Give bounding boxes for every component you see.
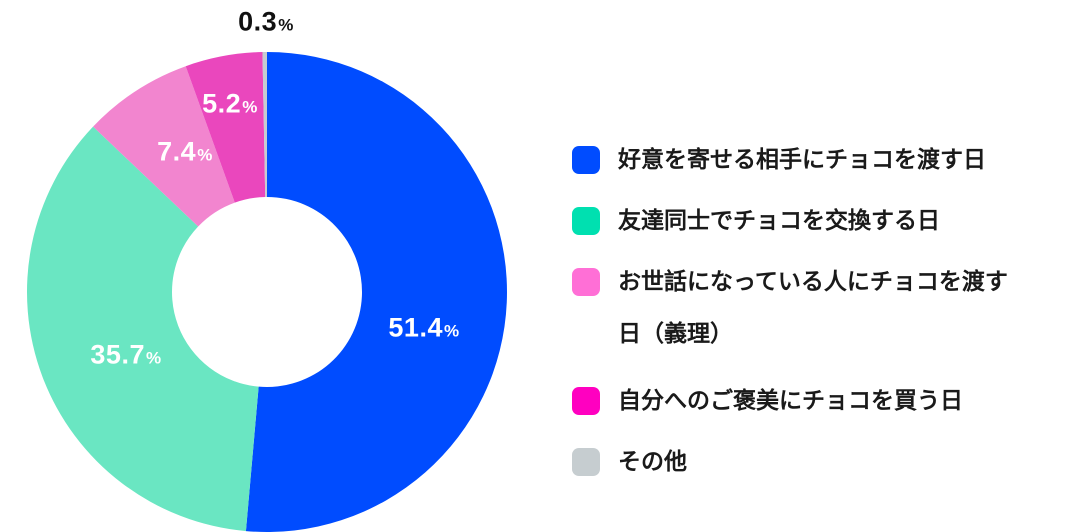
legend-item: その他 [572, 442, 1052, 482]
donut-slice [245, 52, 507, 532]
legend-label: 友達同士でチョコを交換する日 [618, 208, 940, 234]
legend-label: 自分へのご褒美にチョコを買う日 [618, 388, 963, 414]
slice-label-3: 5.2% [202, 88, 258, 119]
donut-slice [262, 52, 267, 198]
legend-swatch [572, 207, 600, 235]
legend-swatch [572, 448, 600, 476]
legend-item: 自分へのご褒美にチョコを買う日 [572, 381, 1052, 421]
legend-label: お世話になっている人にチョコを渡す日（義理） [618, 269, 1008, 347]
legend-item: 友達同士でチョコを交換する日 [572, 201, 1052, 241]
slice-label-1: 35.7% [90, 339, 162, 370]
legend-label: 好意を寄せる相手にチョコを渡す日 [618, 147, 986, 173]
legend-item: 好意を寄せる相手にチョコを渡す日 [572, 140, 1052, 180]
slice-label-2: 7.4% [157, 136, 213, 167]
donut-slice [185, 52, 266, 203]
slice-label-0: 51.4% [388, 312, 460, 343]
legend-swatch [572, 146, 600, 174]
donut-slice [26, 126, 259, 532]
legend-label: その他 [618, 449, 687, 475]
legend-item: お世話になっている人にチョコを渡す日（義理） [572, 262, 1052, 360]
legend-swatch [572, 387, 600, 415]
slice-label-4: 0.3% [238, 6, 294, 37]
donut-chart [26, 52, 507, 532]
donut-slice [93, 66, 235, 227]
legend: 好意を寄せる相手にチョコを渡す日 友達同士でチョコを交換する日 お世話になってい… [572, 140, 1052, 503]
legend-swatch [572, 268, 600, 296]
